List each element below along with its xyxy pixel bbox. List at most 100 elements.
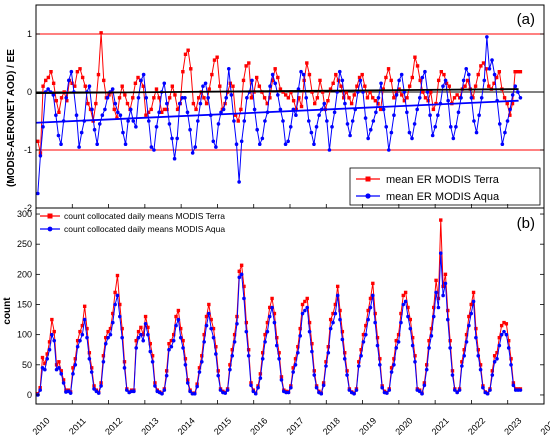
point-a-0-159 xyxy=(455,93,459,97)
point-a-1-131 xyxy=(374,110,378,115)
point-a-0-158 xyxy=(452,96,457,100)
point-a-1-125 xyxy=(358,78,363,83)
point-b-0-144 xyxy=(373,311,377,316)
x-tick-label-2: 2012 xyxy=(103,416,124,437)
point-a-0-97 xyxy=(291,99,296,103)
point-b-1-6 xyxy=(50,332,54,337)
point-b-0-47 xyxy=(146,325,150,330)
point-b-1-119 xyxy=(314,385,319,390)
point-a-1-77 xyxy=(234,142,239,146)
point-a-0-83 xyxy=(254,75,259,80)
point-a-1-139 xyxy=(394,93,399,97)
x-tick-label-4: 2014 xyxy=(176,416,197,437)
point-a-0-78 xyxy=(241,78,246,83)
point-a-1-108 xyxy=(314,125,319,129)
point-b-0-199 xyxy=(502,320,506,325)
point-a-1-24 xyxy=(97,122,102,126)
point-b-1-26 xyxy=(96,391,101,395)
point-a-0-36 xyxy=(131,96,135,100)
point-a-1-135 xyxy=(384,125,389,129)
point-b-1-17 xyxy=(75,344,80,349)
point-a-1-29 xyxy=(110,87,115,91)
point-a-0-48 xyxy=(162,107,167,112)
point-b-0-185 xyxy=(469,302,473,307)
point-b-1-27 xyxy=(99,384,103,388)
point-b-0-113 xyxy=(300,302,305,307)
point-b-1-163 xyxy=(417,389,422,394)
point-a-1-121 xyxy=(348,133,352,138)
point-a-0-146 xyxy=(421,90,425,94)
point-b-0-5 xyxy=(47,340,52,344)
point-a-1-159 xyxy=(446,98,450,103)
point-b-1-129 xyxy=(338,317,342,322)
legend-b-aqua-label: count collocated daily means MODIS Aqua xyxy=(64,224,225,234)
point-b-1-113 xyxy=(300,311,305,316)
point-b-1-21 xyxy=(85,335,89,340)
point-b-0-20 xyxy=(82,304,87,309)
point-b-0-18 xyxy=(78,329,82,334)
point-b-0-16 xyxy=(73,357,77,361)
point-b-0-75 xyxy=(211,326,216,331)
point-b-1-38 xyxy=(125,388,129,392)
x-tick-label-10: 2020 xyxy=(393,416,414,437)
point-b-0-114 xyxy=(303,299,307,304)
point-a-1-80 xyxy=(242,119,247,123)
point-a-1-64 xyxy=(201,84,205,88)
point-b-1-76 xyxy=(214,352,218,356)
point-a-1-111 xyxy=(322,101,327,106)
point-a-1-136 xyxy=(386,148,391,152)
point-b-1-91 xyxy=(249,383,253,388)
point-a-0-111 xyxy=(328,87,333,91)
point-b-1-1 xyxy=(38,388,42,392)
point-b-1-37 xyxy=(122,366,127,370)
point-b-0-74 xyxy=(209,317,213,322)
point-a-1-38 xyxy=(134,125,138,129)
point-a-0-150 xyxy=(431,107,436,112)
point-b-1-181 xyxy=(460,364,464,368)
point-a-1-83 xyxy=(250,78,254,83)
point-a-1-34 xyxy=(123,142,128,146)
point-a-1-157 xyxy=(441,84,445,88)
point-b-0-101 xyxy=(272,311,277,316)
point-b-1-170 xyxy=(434,290,438,295)
point-a-1-47 xyxy=(157,110,161,115)
point-a-0-50 xyxy=(167,96,172,100)
point-a-0-180 xyxy=(510,101,515,106)
point-b-1-53 xyxy=(160,391,164,396)
point-b-0-151 xyxy=(389,366,394,370)
point-b-0-159 xyxy=(408,317,413,322)
point-b-1-145 xyxy=(375,343,380,348)
point-a-0-18 xyxy=(83,84,87,88)
point-a-0-0 xyxy=(36,139,40,143)
point-b-1-92 xyxy=(251,389,256,394)
point-a-0-45 xyxy=(154,87,159,91)
point-a-0-37 xyxy=(133,81,138,85)
point-b-0-138 xyxy=(359,348,363,352)
point-a-0-133 xyxy=(386,67,391,71)
point-b-0-70 xyxy=(200,354,204,358)
point-b-1-201 xyxy=(506,346,511,350)
point-b-0-69 xyxy=(197,366,202,370)
point-a-1-58 xyxy=(185,110,190,115)
point-a-1-117 xyxy=(337,69,342,74)
trend-line-1 xyxy=(35,99,519,124)
point-a-0-77 xyxy=(239,107,243,112)
y-tick-label-b-4: 200 xyxy=(17,269,32,279)
series-line-b-1 xyxy=(37,253,521,396)
point-b-1-67 xyxy=(192,391,197,396)
point-a-1-161 xyxy=(451,136,456,141)
point-a-1-73 xyxy=(224,96,229,100)
point-b-1-23 xyxy=(89,370,94,374)
point-a-1-114 xyxy=(330,125,334,129)
point-b-1-189 xyxy=(478,367,483,372)
point-a-0-92 xyxy=(278,87,283,91)
point-a-1-164 xyxy=(459,96,463,100)
point-a-0-143 xyxy=(413,55,417,59)
point-b-1-156 xyxy=(401,302,406,307)
point-a-0-5 xyxy=(49,70,53,74)
point-b-1-22 xyxy=(87,356,92,361)
point-b-1-173 xyxy=(441,293,445,298)
point-b-1-165 xyxy=(422,383,427,388)
point-a-1-90 xyxy=(268,84,272,88)
point-b-0-161 xyxy=(413,354,417,358)
